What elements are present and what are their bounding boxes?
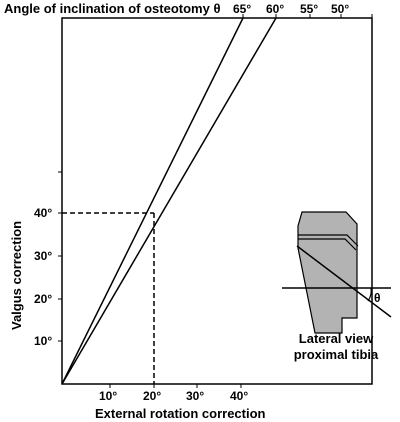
osteotomy-cut-inner [298,238,357,251]
top-axis-title: Angle of inclination of osteotomy θ [4,1,220,16]
top-tick-label: 50° [331,2,349,16]
tibia-shape [297,211,358,334]
y-tick-label: 40° [34,206,52,220]
tibia-inset: θ Lateral view proximal tibia [282,211,392,362]
y-tick-label: 30° [34,249,52,263]
theta-arc [367,287,372,302]
x-tick-label: 20° [143,389,161,403]
y-axis-title: Valgus correction [9,221,24,330]
top-axis-ticks [242,14,373,18]
series-line-60deg [61,17,277,385]
x-axis-title: External rotation correction [95,406,266,421]
x-axis-ticks [109,384,242,388]
osteotomy-cut-outer [298,234,359,247]
inset-caption-line2: proximal tibia [294,347,379,362]
plot-frame [61,17,373,385]
x-tick-label: 40° [230,389,248,403]
top-tick-label: 65° [233,2,251,16]
inset-caption-line1: Lateral view [299,331,374,346]
y-tick-label: 10° [34,334,52,348]
series-line-65deg [61,17,244,385]
top-tick-label: 55° [300,2,318,16]
top-tick-label: 60° [266,2,284,16]
y-axis-ticks [58,171,62,342]
x-tick-label: 30° [186,389,204,403]
inclined-cut-line [296,245,392,318]
y-tick-label: 20° [34,292,52,306]
theta-symbol: θ [374,291,381,305]
x-tick-label: 10° [99,389,117,403]
